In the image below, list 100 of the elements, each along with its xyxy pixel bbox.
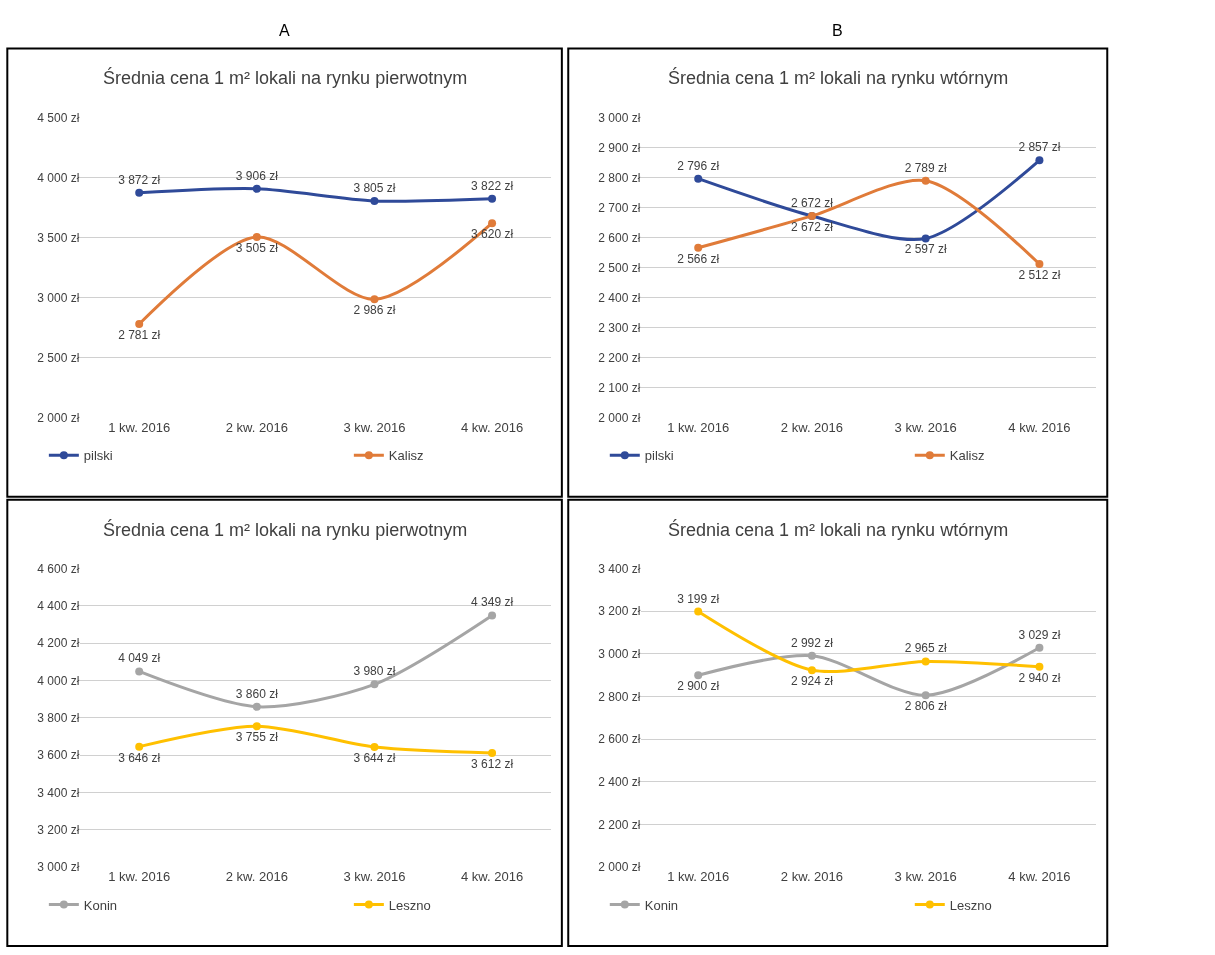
data-label: 3 805 zł xyxy=(353,180,396,195)
chart-title: Średnia cena 1 m² lokali na rynku wtórnym xyxy=(668,519,1009,540)
x-tick-label: 2 kw. 2016 xyxy=(225,869,288,885)
legend-label: Konin xyxy=(83,897,118,913)
point xyxy=(694,671,703,680)
data-label: 3 505 zł xyxy=(235,240,279,255)
y-tick-label: 3 000 zł xyxy=(598,110,641,125)
text: B xyxy=(832,22,843,39)
y-tick-label: 2 800 zł xyxy=(598,689,641,704)
x-tick-label: 3 kw. 2016 xyxy=(343,869,406,885)
data-label: 3 872 zł xyxy=(118,172,161,187)
point xyxy=(921,234,930,243)
x-tick-label: 1 kw. 2016 xyxy=(108,419,171,435)
x-tick-label: 2 kw. 2016 xyxy=(780,869,844,885)
y-tick-label: 2 700 zł xyxy=(598,200,641,215)
x-tick-label: 4 kw. 2016 xyxy=(461,869,524,885)
x-tick-label: 4 kw. 2016 xyxy=(461,419,524,435)
data-label: 4 049 zł xyxy=(118,651,161,666)
y-tick-label: 2 600 zł xyxy=(598,230,641,245)
point xyxy=(370,743,379,752)
y-tick-label: 2 000 zł xyxy=(598,860,641,875)
data-label: 2 672 zł xyxy=(790,195,834,210)
point xyxy=(488,219,497,228)
y-tick-label: 3 000 zł xyxy=(37,860,80,875)
y-tick-label: 3 200 zł xyxy=(598,604,641,619)
data-label: 3 199 zł xyxy=(677,591,720,606)
x-tick-label: 2 kw. 2016 xyxy=(225,419,288,435)
point xyxy=(694,243,703,252)
data-label: 3 822 zł xyxy=(471,178,514,193)
y-tick-label: 3 200 zł xyxy=(37,823,80,838)
data-label: 3 644 zł xyxy=(353,751,396,766)
y-tick-label: 3 000 zł xyxy=(37,290,80,305)
data-label: 2 992 zł xyxy=(790,635,834,650)
data-label: 2 857 zł xyxy=(1018,140,1061,155)
point xyxy=(370,196,379,205)
y-tick-label: 4 000 zł xyxy=(37,170,80,185)
data-label: 3 029 zł xyxy=(1018,627,1061,642)
y-tick-label: 2 500 zł xyxy=(598,260,641,275)
y-tick-label: 2 500 zł xyxy=(37,350,80,365)
data-label: 4 349 zł xyxy=(471,595,514,610)
legend-label: Kalisz xyxy=(388,448,424,464)
y-tick-label: 3 600 zł xyxy=(37,748,80,763)
legend-label: pilski xyxy=(644,448,674,464)
y-tick-label: 2 100 zł xyxy=(598,381,641,396)
point xyxy=(921,176,930,185)
point xyxy=(135,667,144,676)
y-tick-label: 3 400 zł xyxy=(37,785,80,800)
y-tick-label: 3 500 zł xyxy=(37,230,80,245)
legend-label: Leszno xyxy=(388,897,431,913)
point xyxy=(135,742,144,751)
point xyxy=(694,607,703,616)
point xyxy=(370,295,379,304)
point xyxy=(1035,260,1044,269)
x-tick-label: 3 kw. 2016 xyxy=(343,419,406,435)
x-tick-label: 3 kw. 2016 xyxy=(894,419,957,435)
data-label: 3 646 zł xyxy=(118,750,161,765)
chart-title: Średnia cena 1 m² lokali na rynku pierwotnym xyxy=(103,519,468,540)
point xyxy=(921,691,930,700)
x-tick-label: 1 kw. 2016 xyxy=(667,419,730,435)
y-tick-label: 3 800 zł xyxy=(37,711,80,726)
y-tick-label: 4 200 zł xyxy=(37,636,80,651)
data-label: 3 980 zł xyxy=(353,664,396,679)
data-label: 2 512 zł xyxy=(1018,268,1061,283)
point xyxy=(252,702,261,711)
point xyxy=(488,749,497,757)
data-label: 2 806 zł xyxy=(904,699,948,714)
y-tick-label: 4 400 zł xyxy=(37,599,80,614)
point xyxy=(135,320,144,328)
legend-label: Kalisz xyxy=(949,448,985,464)
point xyxy=(488,194,497,203)
point xyxy=(252,722,261,731)
y-tick-label: 2 400 zł xyxy=(598,290,641,305)
x-tick-label: 4 kw. 2016 xyxy=(1008,869,1071,885)
data-label: 3 860 zł xyxy=(235,686,279,701)
legend-label: Konin xyxy=(644,897,679,913)
point xyxy=(370,680,379,689)
y-tick-label: 2 000 zł xyxy=(598,411,641,426)
point xyxy=(135,188,144,197)
y-tick-label: 4 000 zł xyxy=(37,673,80,688)
x-tick-label: 3 kw. 2016 xyxy=(894,869,957,885)
data-label: 2 796 zł xyxy=(677,158,720,173)
y-tick-label: 4 600 zł xyxy=(37,561,80,576)
data-label: 3 755 zł xyxy=(235,730,279,745)
point xyxy=(252,184,261,193)
y-tick-label: 2 200 zł xyxy=(598,350,641,365)
y-tick-label: 3 400 zł xyxy=(598,561,641,576)
y-tick-label: 2 900 zł xyxy=(598,140,641,155)
point xyxy=(1035,643,1044,652)
data-label: 2 789 zł xyxy=(904,160,948,175)
y-tick-label: 2 800 zł xyxy=(598,170,641,185)
legend-label: Leszno xyxy=(949,897,992,913)
chart-title: Średnia cena 1 m² lokali na rynku pierwotnym xyxy=(103,67,468,88)
text: A xyxy=(279,22,290,39)
data-label: 3 906 zł xyxy=(235,168,279,183)
data-label: 3 612 zł xyxy=(471,757,514,771)
point xyxy=(1035,662,1044,671)
point xyxy=(921,657,930,666)
data-label: 2 900 zł xyxy=(677,679,720,694)
data-label: 2 566 zł xyxy=(677,251,720,266)
point xyxy=(807,651,816,660)
